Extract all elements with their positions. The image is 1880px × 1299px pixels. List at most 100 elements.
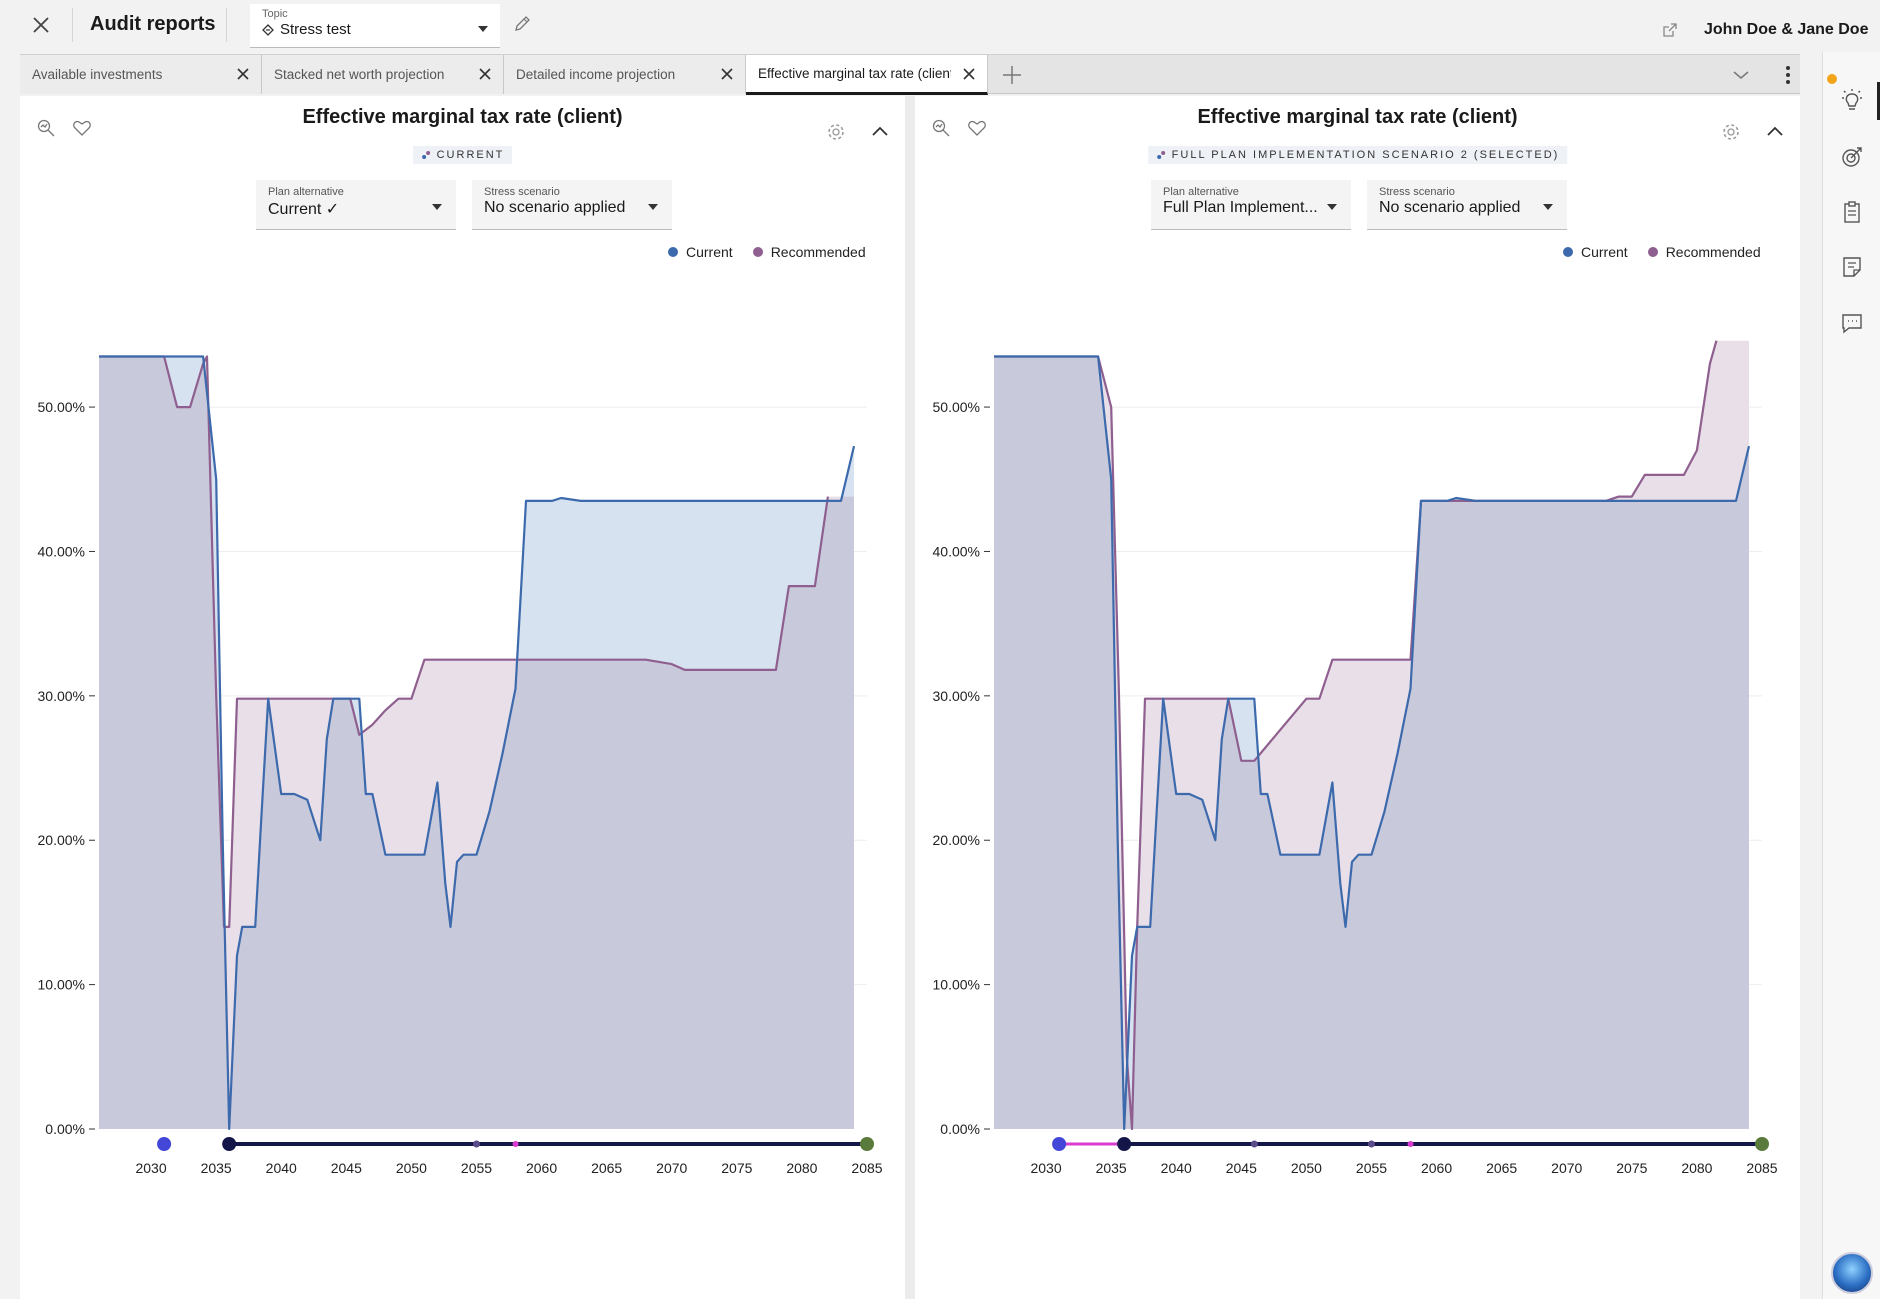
plan-alternative-select[interactable]: Plan alternative Full Plan Implement... — [1151, 180, 1351, 230]
heart-icon[interactable] — [967, 118, 987, 138]
legend-label: Recommended — [770, 244, 866, 260]
timeline-marker[interactable] — [1052, 1137, 1067, 1151]
x-tick-label: 2060 — [1421, 1160, 1452, 1176]
top-header: Audit reports Topic Stress test John Doe… — [0, 0, 1880, 50]
stress-scenario-select[interactable]: Stress scenario No scenario applied — [1367, 180, 1567, 230]
analyze-icon[interactable] — [931, 118, 951, 138]
x-tick-label: 2070 — [656, 1160, 687, 1176]
lightbulb-icon — [1842, 89, 1862, 110]
x-tick-label: 2045 — [1226, 1160, 1257, 1176]
line-recommended[interactable] — [99, 355, 829, 928]
goals-button[interactable] — [1837, 142, 1867, 172]
panel-title: Effective marginal tax rate (client) — [1197, 106, 1518, 128]
topic-select[interactable]: Topic Stress test — [250, 4, 500, 48]
x-tick-label: 2065 — [1486, 1160, 1517, 1176]
timeline-marker[interactable] — [1117, 1137, 1132, 1151]
y-tick-label: 40.00% — [933, 543, 980, 559]
caret-down-icon — [478, 26, 488, 32]
y-tick-label: 50.00% — [38, 399, 85, 415]
messages-button[interactable] — [1837, 308, 1867, 338]
page-title: Audit reports — [90, 13, 216, 35]
x-tick-label: 2085 — [851, 1160, 882, 1176]
timeline-marker[interactable] — [472, 1140, 480, 1148]
legend-item-recommended[interactable]: Recommended — [1647, 244, 1761, 260]
timeline-marker[interactable] — [222, 1137, 237, 1151]
plan-alternative-value: Current ✓ — [268, 201, 340, 218]
close-icon[interactable] — [235, 66, 251, 82]
line-current[interactable] — [994, 355, 1751, 1131]
x-tick-label: 2070 — [1551, 1160, 1582, 1176]
clipboard-icon — [1844, 201, 1860, 223]
chart-legend: Current Recommended — [668, 244, 866, 260]
tab-label: Detailed income projection — [516, 67, 676, 82]
report-tabs: Available investments Stacked net worth … — [20, 54, 1800, 95]
legend-item-current[interactable]: Current — [1563, 244, 1628, 260]
tab-available-investments[interactable]: Available investments — [20, 55, 262, 94]
legend-item-current[interactable]: Current — [668, 244, 733, 260]
insights-button[interactable] — [1837, 86, 1867, 116]
timeline-marker[interactable] — [1755, 1137, 1769, 1151]
timeline-marker[interactable] — [1367, 1140, 1375, 1148]
plan-alternative-select[interactable]: Plan alternative Current ✓ — [256, 180, 456, 230]
assistant-avatar[interactable] — [1831, 1252, 1873, 1294]
timeline-marker[interactable] — [512, 1141, 519, 1147]
timeline-marker[interactable] — [1407, 1141, 1414, 1147]
caret-down-icon — [648, 204, 658, 210]
collapse-icon[interactable] — [1765, 122, 1785, 142]
topic-label: Topic — [262, 8, 288, 20]
caret-down-icon — [1327, 204, 1337, 210]
x-tick-label: 2045 — [331, 1160, 362, 1176]
chat-icon — [1842, 314, 1862, 334]
chart-panel-current: Effective marginal tax rate (client) CUR… — [20, 96, 905, 1299]
legend-item-recommended[interactable]: Recommended — [752, 244, 866, 260]
timeline-marker[interactable] — [860, 1137, 874, 1151]
analyze-icon[interactable] — [36, 118, 56, 138]
close-icon[interactable] — [961, 66, 977, 82]
close-button[interactable] — [26, 10, 56, 40]
x-tick-label: 2055 — [1356, 1160, 1387, 1176]
edit-topic-button[interactable] — [512, 14, 534, 36]
stress-scenario-select[interactable]: Stress scenario No scenario applied — [472, 180, 672, 230]
area-overlap — [99, 356, 854, 1129]
x-tick-label: 2040 — [1161, 1160, 1192, 1176]
timeline-marker[interactable] — [1250, 1140, 1258, 1148]
tasks-button[interactable] — [1837, 197, 1867, 227]
timeline-marker[interactable] — [157, 1137, 172, 1151]
x-tick-label: 2080 — [786, 1160, 817, 1176]
external-link-icon — [1663, 23, 1677, 37]
y-tick-label: 40.00% — [38, 543, 85, 559]
x-tick-label: 2050 — [396, 1160, 427, 1176]
tab-list-dropdown[interactable] — [1730, 64, 1752, 86]
settings-icon[interactable] — [1721, 122, 1741, 142]
y-tick-label: 0.00% — [45, 1121, 85, 1137]
pencil-icon — [515, 16, 530, 31]
scenario-icon — [421, 151, 430, 159]
y-tick-label: 10.00% — [933, 977, 980, 993]
y-tick-label: 0.00% — [940, 1121, 980, 1137]
export-button[interactable] — [1662, 22, 1680, 40]
scenario-chip: CURRENT — [412, 146, 513, 164]
tax-rate-chart: 0.00% 10.00% 20.00% 30.00% 40.00% 50.00% 2030 2… — [38, 355, 883, 1176]
tab-effective-marginal-tax-rate[interactable]: Effective marginal tax rate (client) — [746, 55, 988, 95]
notes-button[interactable] — [1837, 252, 1867, 282]
tab-detailed-income-projection[interactable]: Detailed income projection — [504, 55, 746, 94]
line-current[interactable] — [99, 355, 856, 1131]
panel-divider — [905, 96, 915, 1299]
x-tick-label: 2055 — [461, 1160, 492, 1176]
add-tab-button[interactable] — [1000, 63, 1024, 87]
scenario-icon — [1156, 151, 1165, 159]
close-icon[interactable] — [477, 66, 493, 82]
x-tick-label: 2065 — [591, 1160, 622, 1176]
collapse-icon[interactable] — [870, 122, 890, 142]
legend-label: Current — [1581, 244, 1628, 260]
settings-icon[interactable] — [826, 122, 846, 142]
stress-scenario-value: No scenario applied — [1379, 199, 1521, 216]
kebab-icon — [1786, 66, 1790, 84]
close-icon[interactable] — [719, 66, 735, 82]
tab-label: Effective marginal tax rate (client) — [758, 66, 951, 81]
heart-icon[interactable] — [72, 118, 92, 138]
plan-alternative-value: Full Plan Implement... — [1163, 199, 1318, 216]
tab-more-button[interactable] — [1780, 63, 1796, 87]
tab-stacked-net-worth-projection[interactable]: Stacked net worth projection — [262, 55, 504, 94]
panel-title: Effective marginal tax rate (client) — [302, 106, 623, 128]
